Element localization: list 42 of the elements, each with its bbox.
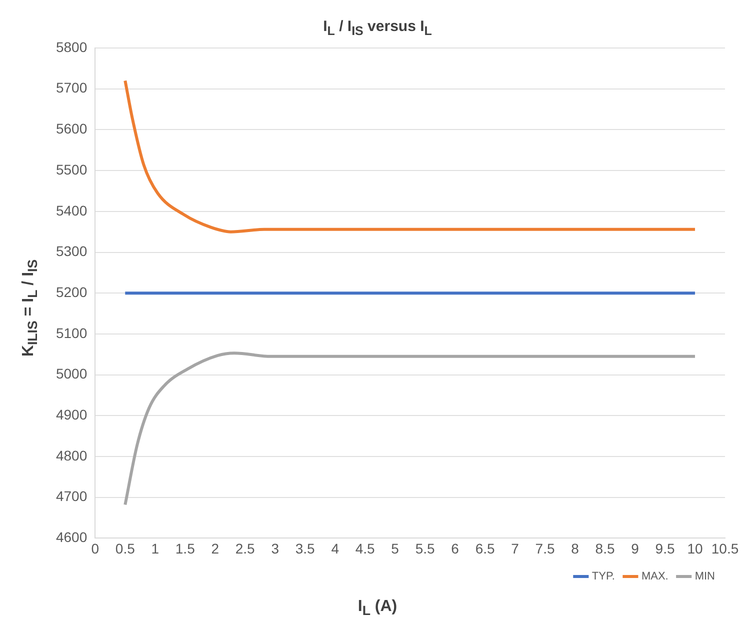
x-tick-label: 5.5 xyxy=(415,540,436,556)
x-tick-label: 8.5 xyxy=(595,540,615,556)
legend-label: MAX. xyxy=(641,570,668,583)
y-tick-label: 5400 xyxy=(56,202,88,218)
y-tick-label: 4800 xyxy=(56,447,88,464)
x-tick-label: 1.5 xyxy=(175,540,196,556)
x-tick-label: 8 xyxy=(571,540,580,556)
x-tick-label: 3.5 xyxy=(295,540,316,556)
line-series xyxy=(124,79,697,234)
x-tick-label: 5 xyxy=(391,540,400,556)
x-tick-label: 0.5 xyxy=(115,540,136,556)
x-tick-label: 6.5 xyxy=(475,540,495,556)
y-tick-label: 5000 xyxy=(56,366,88,382)
y-tick-label: 5200 xyxy=(56,284,88,300)
x-tick-label: 0 xyxy=(91,540,100,556)
x-tick-label: 10 xyxy=(687,540,704,556)
y-tick-label: 4700 xyxy=(56,488,88,504)
x-tick-label: 7.5 xyxy=(535,540,555,556)
y-tick-label: 5800 xyxy=(56,38,88,55)
legend-label: MIN xyxy=(694,570,716,583)
x-tick-label: 2.5 xyxy=(235,540,256,556)
y-tick-label: 5600 xyxy=(56,120,88,137)
chart-title: I$_{L}$ / I$_{IS}$ versus I$_{L}$ xyxy=(322,18,433,38)
x-tick-label: 4 xyxy=(331,540,340,556)
x-tick-label: 2 xyxy=(211,540,220,556)
line-series xyxy=(124,352,697,506)
y-tick-label: 5500 xyxy=(56,161,88,178)
x-tick-label: 7 xyxy=(511,540,520,556)
y-tick-label: 4900 xyxy=(56,406,88,423)
y-tick-label: 4600 xyxy=(56,529,88,546)
y-tick-label: 5300 xyxy=(56,243,88,260)
legend-label: TYP. xyxy=(592,570,615,583)
x-tick-label: 9.5 xyxy=(655,540,675,556)
y-tick-label: 5100 xyxy=(56,324,88,341)
x-tick-label: 10.5 xyxy=(711,540,739,556)
x-tick-label: 4.5 xyxy=(355,540,376,556)
x-axis-title: I$_{L}$ (A) xyxy=(356,598,398,618)
y-tick-label: 5700 xyxy=(56,80,88,96)
x-tick-label: 3 xyxy=(271,540,280,556)
x-tick-label: 1 xyxy=(151,540,160,556)
x-tick-label: 9 xyxy=(631,540,640,556)
x-tick-label: 6 xyxy=(451,540,460,556)
